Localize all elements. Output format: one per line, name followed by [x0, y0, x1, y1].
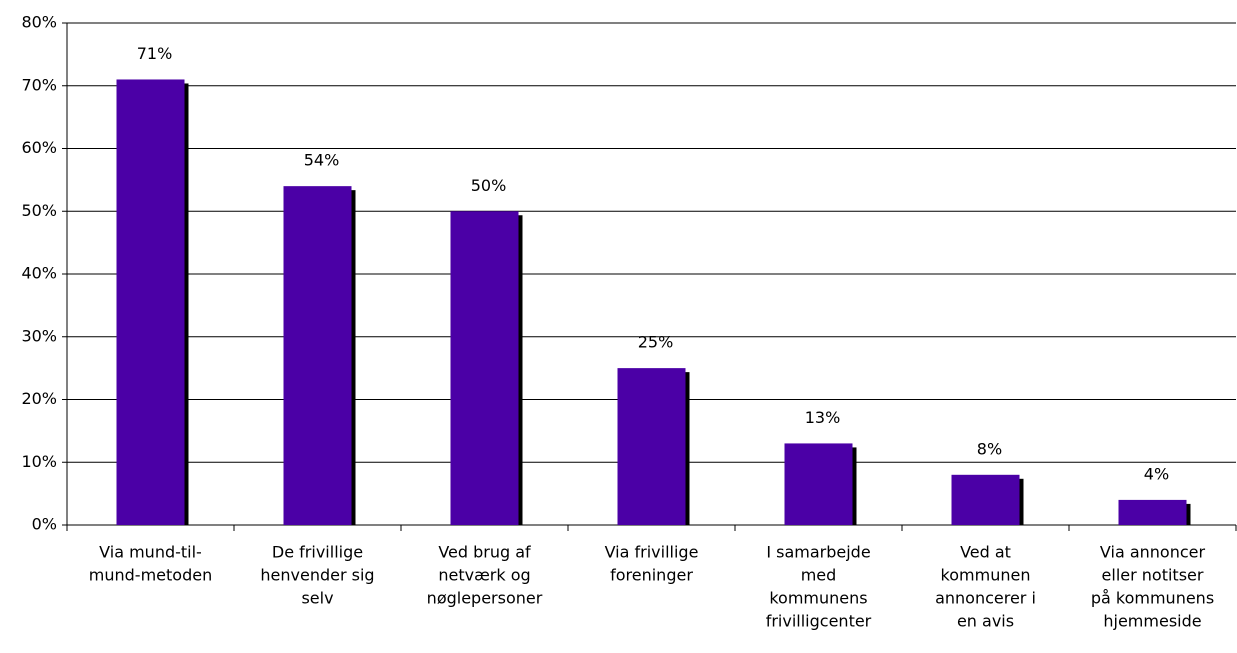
bar	[450, 211, 519, 525]
x-tick-label: med	[801, 566, 837, 585]
y-tick-label: 50%	[21, 201, 57, 220]
y-tick-label: 70%	[21, 75, 57, 94]
value-label: 54%	[304, 151, 340, 170]
x-tick-label: Via annoncer	[1100, 543, 1206, 562]
value-label: 4%	[1144, 464, 1169, 483]
value-label: 50%	[471, 176, 507, 195]
x-tick-label: nøglepersoner	[427, 589, 543, 608]
x-tick-label: på kommunens	[1091, 589, 1214, 608]
bar	[1118, 499, 1187, 525]
bar	[116, 79, 185, 525]
x-tick-label: annoncerer i	[935, 589, 1036, 608]
y-tick-label: 30%	[21, 326, 57, 345]
y-tick-label: 20%	[21, 389, 57, 408]
bar	[283, 186, 352, 525]
x-tick-label: foreninger	[610, 566, 693, 585]
x-tick-label: Ved brug af	[438, 543, 531, 562]
value-label: 8%	[977, 439, 1002, 458]
x-tick-label: frivilligcenter	[766, 612, 872, 631]
x-tick-label: Ved at	[960, 543, 1011, 562]
bar	[617, 368, 686, 525]
x-tick-label: eller notitser	[1102, 566, 1204, 585]
x-tick-label: Via frivillige	[605, 543, 699, 562]
y-tick-label: 10%	[21, 452, 57, 471]
x-tick-label: hjemmeside	[1103, 612, 1201, 631]
value-label: 25%	[638, 333, 674, 352]
value-label: 71%	[137, 44, 173, 63]
x-tick-label: selv	[301, 589, 333, 608]
x-tick-label: henvender sig	[260, 566, 374, 585]
bar	[951, 474, 1020, 525]
x-tick-label: kommunen	[941, 566, 1031, 585]
x-tick-label: De frivillige	[272, 543, 363, 562]
y-tick-label: 60%	[21, 138, 57, 157]
value-label: 13%	[805, 408, 841, 427]
y-tick-label: 80%	[21, 13, 57, 32]
x-tick-label: kommunens	[769, 589, 867, 608]
x-tick-label: I samarbejde	[766, 543, 870, 562]
x-tick-label: netværk og	[438, 566, 530, 585]
y-tick-label: 0%	[32, 515, 57, 534]
x-tick-label: mund-metoden	[89, 566, 212, 585]
x-tick-label: en avis	[957, 612, 1014, 631]
x-tick-label: Via mund-til-	[99, 543, 202, 562]
bar	[784, 443, 853, 525]
y-tick-label: 40%	[21, 264, 57, 283]
